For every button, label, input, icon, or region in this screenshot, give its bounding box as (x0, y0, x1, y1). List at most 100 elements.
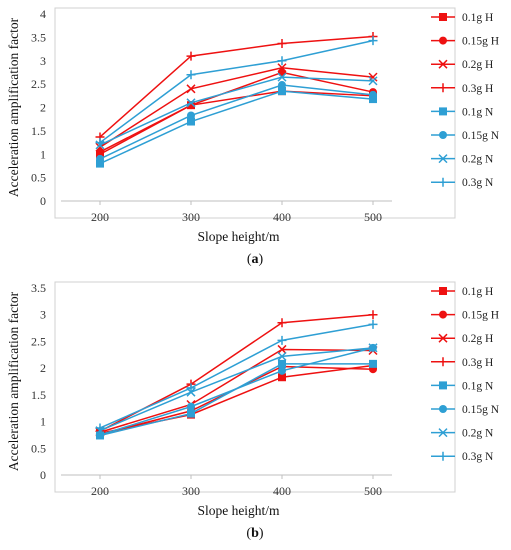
legend-marker-0_15g-n (439, 131, 447, 139)
plot-frame (54, 7, 456, 219)
legend-marker-0_15g-h (439, 310, 447, 319)
series-0_2g-h (95, 63, 378, 152)
x-tick-label: 400 (273, 484, 291, 498)
legend-marker-0_2g-n (438, 428, 448, 438)
data-point-0_3g-h (277, 38, 287, 48)
legend-marker-0_3g-h (438, 83, 448, 93)
x-tick-label: 200 (91, 484, 109, 498)
legend-label-0_1g-h: 0.1g H (462, 286, 493, 298)
y-tick-label: 2 (40, 361, 46, 375)
y-tick-label: 3.5 (31, 281, 46, 295)
y-tick-label: 0 (40, 468, 46, 482)
series-line-0_3g-n (99, 39, 374, 144)
legend: 0.1g H 0.15g H 0.2g H 0.3g H 0.1g N 0.15g N 0.… (431, 12, 500, 189)
data-point-0_1g-n (187, 117, 195, 126)
series-line-0_2g-n (99, 76, 374, 146)
series-line-0_2g-n (99, 347, 374, 432)
legend-label-0_1g-h: 0.1g H (462, 12, 493, 24)
chart-panel-a: 0 0.5 1 1.5 2 2.5 3 3.5 4 200 300 400 500 Slope heigh… (6, 7, 500, 267)
legend-label-0_1g-n: 0.1g N (462, 106, 494, 118)
y-tick-label: 2.5 (31, 77, 46, 91)
y-tick-label: 0.5 (31, 441, 46, 455)
series-line-0_2g-h (99, 348, 374, 433)
y-tick-label: 2 (40, 101, 46, 115)
legend-label-0_15g-n: 0.15g N (462, 404, 500, 416)
y-tick-label: 3.5 (31, 30, 46, 44)
legend-marker-0_15g-h (439, 36, 447, 45)
series-0_3g-n (95, 319, 378, 433)
legend-marker-0_1g-n (439, 107, 447, 116)
y-tick-label: 1.5 (31, 388, 46, 402)
legend-marker-0_3g-n (438, 177, 448, 187)
data-point-0_2g-n (277, 72, 287, 82)
chart-panel-b: 0 0.5 1 1.5 2 2.5 3 3.5 200 300 400 500 Slope height… (6, 281, 500, 541)
legend-marker-0_1g-h (439, 13, 447, 21)
legend-marker-0_3g-h (438, 357, 448, 367)
data-point-0_2g-h (368, 72, 378, 82)
y-tick-label: 1.5 (31, 124, 46, 138)
data-point-0_3g-n (277, 335, 287, 345)
legend-marker-0_1g-h (439, 287, 447, 295)
y-tick-label: 3 (40, 54, 46, 68)
series-0_1g-n (96, 87, 377, 168)
plot-frame (54, 281, 456, 493)
data-point-0_2g-h (95, 142, 105, 152)
legend: 0.1g H 0.15g H 0.2g H 0.3g H 0.1g N 0.15g N 0.… (431, 286, 500, 463)
data-point-0_3g-h (277, 318, 287, 328)
data-point-0_1g-n (369, 95, 377, 104)
legend-label-0_15g-n: 0.15g N (462, 130, 500, 142)
data-point-0_3g-n (95, 138, 105, 148)
series-line-0_3g-h (99, 35, 374, 138)
data-point-0_1g-n (278, 359, 286, 368)
data-point-0_2g-n (368, 343, 378, 353)
data-point-0_15g-n (187, 402, 195, 411)
data-point-0_15g-n (278, 81, 286, 90)
series-line-0_1g-n (99, 90, 374, 165)
data-point-0_1g-n (278, 87, 286, 96)
panel-caption: (b) (246, 526, 263, 541)
data-point-0_3g-n (186, 383, 196, 393)
series-0_1g-n (96, 359, 377, 440)
legend-marker-0_2g-h (438, 59, 448, 69)
legend-marker-0_3g-n (438, 451, 448, 461)
y-tick-label: 1 (40, 415, 46, 429)
series-0_15g-h (96, 68, 377, 156)
legend-marker-0_15g-n (439, 405, 447, 413)
data-point-0_2g-n (368, 76, 378, 86)
series-0_3g-h (95, 310, 378, 436)
legend-label-0_2g-n: 0.2g N (462, 154, 494, 166)
series-line-0_15g-n (99, 347, 374, 436)
y-tick-label: 3 (40, 308, 46, 322)
legend-label-0_3g-n: 0.3g N (462, 451, 494, 463)
panel-caption: (a) (247, 252, 264, 267)
y-tick-label: 1 (40, 147, 46, 161)
y-tick-label: 2.5 (31, 334, 46, 348)
x-tick-label: 500 (364, 484, 382, 498)
legend-label-0_2g-h: 0.2g H (462, 59, 493, 71)
data-point-0_2g-n (186, 98, 196, 108)
data-point-0_3g-h (368, 310, 378, 320)
legend-label-0_3g-n: 0.3g N (462, 177, 494, 189)
legend-marker-0_2g-n (438, 154, 448, 164)
data-point-0_3g-n (277, 56, 287, 66)
y-tick-label: 0 (40, 194, 46, 208)
data-point-0_2g-n (277, 351, 287, 361)
legend-label-0_2g-h: 0.2g H (462, 333, 493, 345)
x-tick-label: 300 (182, 210, 200, 224)
data-point-0_3g-n (95, 423, 105, 433)
legend-label-0_1g-n: 0.1g N (462, 380, 494, 392)
y-tick-label: 4 (40, 7, 46, 21)
x-axis-label: Slope height/m (197, 229, 280, 244)
x-axis-label: Slope height/m (197, 503, 280, 518)
x-tick-label: 300 (182, 484, 200, 498)
y-axis-label: Acceleration amplification factor (6, 17, 21, 197)
data-point-0_3g-n (368, 36, 378, 46)
series-line-0_3g-n (99, 323, 374, 429)
data-point-0_15g-n (369, 90, 377, 99)
data-point-0_3g-h (186, 51, 196, 61)
series-line-0_15g-n (99, 84, 374, 160)
data-point-0_15g-n (96, 154, 104, 163)
x-tick-label: 200 (91, 210, 109, 224)
